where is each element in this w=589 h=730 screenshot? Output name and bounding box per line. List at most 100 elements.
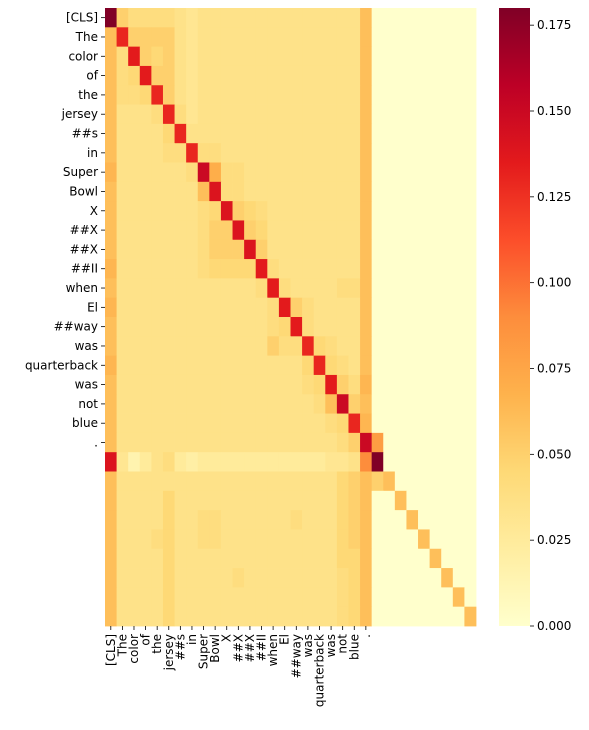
heatmap-cell (116, 143, 129, 163)
heatmap-cell (464, 529, 477, 550)
heatmap-cell (313, 65, 326, 86)
heatmap-cell (244, 355, 257, 376)
heatmap-cell (232, 394, 245, 414)
heatmap-cell (441, 162, 454, 183)
y-tick-label: ##X (70, 242, 98, 256)
heatmap-cell (220, 490, 233, 511)
heatmap-cell (209, 490, 222, 511)
heatmap-cell (371, 297, 384, 318)
heatmap-cell (255, 336, 268, 357)
heatmap-cell (360, 374, 373, 395)
heatmap-cell (313, 490, 326, 511)
heatmap-cell (452, 490, 465, 511)
heatmap-cell (244, 413, 257, 434)
heatmap-cell (371, 181, 384, 202)
heatmap-cell (290, 548, 303, 569)
heatmap-cell (406, 510, 419, 530)
heatmap-cell (441, 104, 454, 125)
heatmap-cell (336, 432, 349, 453)
heatmap-cell (313, 239, 326, 260)
colorbar-tick-label: 0.075 (537, 362, 571, 376)
heatmap-cell (464, 65, 477, 86)
heatmap-cell (325, 510, 338, 530)
heatmap-cell (464, 201, 477, 221)
heatmap-cells (105, 8, 477, 627)
heatmap-cell (105, 374, 117, 395)
heatmap-cell (186, 239, 199, 260)
heatmap-cell (383, 181, 396, 202)
heatmap-cell (151, 8, 164, 28)
heatmap-cell (325, 587, 338, 608)
heatmap-cell (267, 8, 280, 28)
heatmap-cell (151, 490, 164, 511)
heatmap-cell (429, 162, 442, 183)
heatmap-cell (336, 336, 349, 357)
heatmap-cell (336, 278, 349, 299)
heatmap-cell (220, 510, 233, 530)
x-tick-label: ##X (231, 634, 245, 662)
heatmap-cell (209, 510, 222, 530)
heatmap-cell (139, 123, 152, 144)
heatmap-cell (244, 297, 257, 318)
heatmap-cell (313, 394, 326, 414)
heatmap-cell (383, 104, 396, 125)
heatmap-cell (151, 143, 164, 163)
heatmap-cell (394, 220, 407, 241)
heatmap-cell (209, 8, 222, 28)
heatmap-cell (371, 529, 384, 550)
heatmap-cell (290, 85, 303, 105)
heatmap-cell (267, 104, 280, 125)
x-tick-label: jersey (162, 634, 176, 671)
heatmap-cell (267, 548, 280, 569)
heatmap-cell (197, 432, 210, 453)
heatmap-cell (197, 355, 210, 376)
heatmap-cell (348, 432, 361, 453)
heatmap-cell (162, 490, 175, 511)
heatmap-cell (128, 46, 141, 67)
heatmap-cell (186, 355, 199, 376)
heatmap-cell (151, 355, 164, 376)
heatmap-cell (267, 259, 280, 279)
heatmap-cell (197, 606, 210, 627)
heatmap-cell (394, 490, 407, 511)
heatmap-cell (255, 490, 268, 511)
heatmap-cell (441, 123, 454, 144)
heatmap-cell (162, 8, 175, 28)
heatmap-cell (302, 239, 315, 260)
heatmap-cell (371, 259, 384, 279)
heatmap-cell (418, 278, 431, 299)
heatmap-cell (336, 220, 349, 241)
heatmap-cell (244, 548, 257, 569)
heatmap-cell (418, 8, 431, 28)
heatmap-cell (174, 587, 187, 608)
heatmap-cell (278, 413, 291, 434)
heatmap-cell (255, 181, 268, 202)
heatmap-cell (116, 123, 129, 144)
heatmap-cell (302, 297, 315, 318)
heatmap-cell (209, 220, 222, 241)
heatmap-cell (325, 606, 338, 627)
heatmap-cell (429, 104, 442, 125)
heatmap-cell (348, 104, 361, 125)
heatmap-cell (394, 104, 407, 125)
x-tick-label: ##X (243, 634, 257, 662)
heatmap-cell (302, 278, 315, 299)
heatmap-cell (371, 104, 384, 125)
heatmap-cell (278, 432, 291, 453)
heatmap-cell (244, 104, 257, 125)
heatmap-cell (162, 85, 175, 105)
heatmap-cell (139, 65, 152, 86)
heatmap-cell (116, 510, 129, 530)
heatmap-cell (267, 201, 280, 221)
heatmap-cell (209, 452, 222, 472)
heatmap-cell (383, 46, 396, 67)
heatmap-cell (186, 278, 199, 299)
heatmap-cell (209, 529, 222, 550)
heatmap-cell (151, 510, 164, 530)
heatmap-cell (406, 336, 419, 357)
heatmap-cell (290, 394, 303, 414)
heatmap-cell (336, 259, 349, 279)
heatmap-cell (441, 510, 454, 530)
heatmap-cell (360, 297, 373, 318)
heatmap-cell (197, 529, 210, 550)
